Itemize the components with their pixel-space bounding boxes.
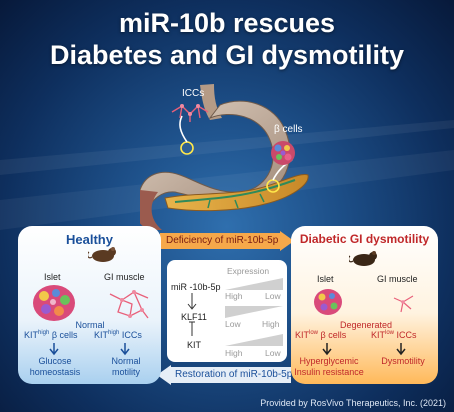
diseased-degenerated-label: Degenerated (339, 320, 393, 330)
icc-cells-icon (171, 104, 209, 122)
title-line-1: miR-10b rescues (118, 8, 336, 38)
gene-klf11: KLF11 (181, 312, 207, 322)
restoration-arrow (157, 365, 291, 385)
row3-left: High (225, 348, 243, 358)
kit-text: KIT (295, 330, 310, 340)
kit-superscript: high (108, 330, 120, 336)
title-line-2: Diabetes and GI dysmotility (49, 40, 405, 70)
healthy-icc-network-icon (109, 290, 149, 319)
healthy-panel: Healthy Islet GI muscle Normal KIThigh β… (18, 226, 161, 384)
diseased-icc-icon (393, 295, 414, 313)
healthy-outcome-left-1: Glucose (38, 356, 72, 366)
kit-text: KIT (94, 330, 109, 340)
diseased-islet-label: Islet (317, 274, 334, 284)
healthy-down-arrows (49, 343, 130, 356)
healthy-outcome-left-2: homeostasis (29, 367, 81, 377)
credit-text: Provided by RosVivo Therapeutics, Inc. (… (260, 398, 446, 408)
diseased-outcome-left-1: Hyperglycemic (299, 356, 359, 366)
diseased-gi-muscle-label: GI muscle (377, 274, 418, 284)
healthy-gi-muscle-label: GI muscle (104, 272, 145, 282)
beta-cells-text: β cells (320, 330, 347, 340)
gene-mir10b: miR -10b-5p (171, 282, 221, 292)
iccs-text: ICCs (121, 330, 142, 340)
row2-left: Low (225, 319, 241, 329)
diseased-outcome-left-2: Insulin resistance (294, 367, 364, 377)
healthy-islet-icon (33, 285, 75, 321)
kit-superscript: low (309, 330, 319, 336)
mouse-icon (88, 247, 116, 262)
healthy-outcome-right-2: motility (111, 367, 140, 377)
icc-label: ICCs (182, 88, 205, 99)
diseased-down-arrows (322, 343, 406, 356)
iccs-text: ICCs (396, 330, 417, 340)
beta-cells-text: β cells (51, 330, 78, 340)
kit-superscript: low (385, 330, 395, 336)
gene-kit: KIT (187, 340, 202, 350)
icc-location-marker (180, 141, 194, 155)
healthy-kit-iccs: KIThigh ICCs (94, 330, 142, 340)
deficiency-arrow (160, 231, 294, 251)
expression-header: Expression (227, 266, 270, 276)
row3-right: Low (265, 348, 281, 358)
beta-cells-label: β cells (274, 124, 303, 135)
healthy-normal-label: Normal (75, 320, 105, 330)
expression-panel: Expression miR -10b-5p KLF11 KIT High Lo… (167, 260, 287, 362)
deficiency-label: Deficiency of miR-10b-5p (166, 235, 279, 246)
diseased-kit-iccs: KITlow ICCs (371, 330, 417, 340)
healthy-kit-beta: KIThigh β cells (24, 330, 78, 340)
diseased-islet-icon (314, 289, 342, 315)
stomach-pancreas-illustration (140, 84, 309, 230)
mouse-icon (349, 251, 377, 266)
healthy-outcome-right-1: Normal (111, 356, 141, 366)
kit-text: KIT (371, 330, 386, 340)
beta-cell-cluster-icon (271, 141, 295, 165)
row1-right: Low (265, 291, 281, 301)
diabetic-gi-dysmotility-panel: Diabetic GI dysmotility Islet GI muscle … (291, 226, 438, 384)
healthy-islet-label: Islet (44, 272, 61, 282)
healthy-title: Healthy (66, 232, 113, 247)
row2-right: High (262, 319, 280, 329)
kit-text: KIT (24, 330, 39, 340)
row1-left: High (225, 291, 243, 301)
kit-superscript: high (38, 330, 50, 336)
diseased-kit-beta: KITlow β cells (295, 330, 346, 340)
diseased-title: Diabetic GI dysmotility (299, 232, 430, 246)
diseased-outcome-right-1: Dysmotility (381, 356, 425, 366)
restoration-label: Restoration of miR-10b-5p (175, 369, 293, 380)
expression-wedges (187, 278, 283, 346)
